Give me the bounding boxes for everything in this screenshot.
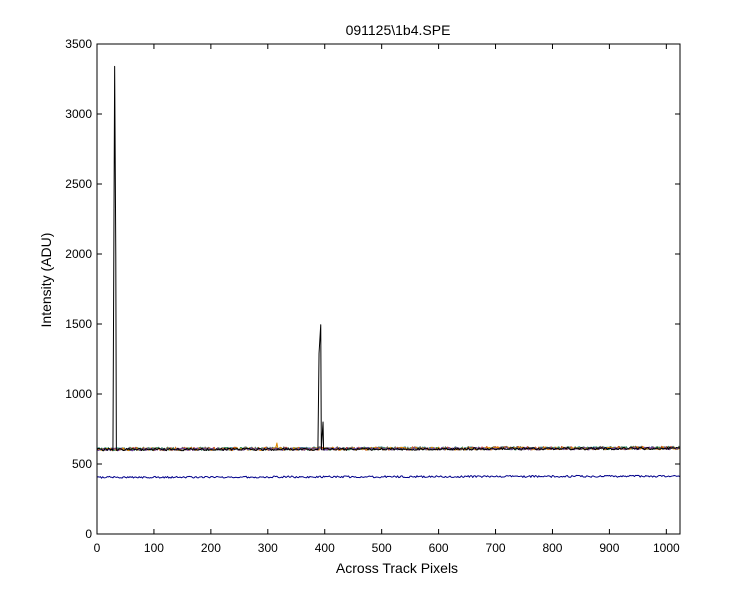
x-tick-label: 800 xyxy=(542,541,562,555)
x-tick-label: 200 xyxy=(201,541,221,555)
x-tick-label: 500 xyxy=(372,541,392,555)
y-axis-label: Intensity (ADU) xyxy=(38,233,54,328)
x-tick-label: 1000 xyxy=(653,541,680,555)
y-tick-label: 3500 xyxy=(65,37,92,51)
series-line xyxy=(96,65,681,452)
y-tick-label: 0 xyxy=(85,527,92,541)
y-tick-label: 500 xyxy=(72,457,92,471)
x-tick-label: 300 xyxy=(258,541,278,555)
y-tick-label: 1000 xyxy=(65,387,92,401)
x-tick-label: 900 xyxy=(599,541,619,555)
y-tick-label: 2000 xyxy=(65,247,92,261)
x-tick-label: 100 xyxy=(144,541,164,555)
y-tick-label: 3000 xyxy=(65,107,92,121)
series-layer xyxy=(96,65,681,479)
x-tick-label: 600 xyxy=(429,541,449,555)
plot-frame xyxy=(96,43,681,535)
x-tick-label: 0 xyxy=(94,541,101,555)
y-axis: 0 500 1000 1500 2000 2500 3000 3500 xyxy=(65,37,680,541)
x-axis: 0 100 200 300 400 500 600 700 800 900 1000 xyxy=(94,44,680,555)
series-line xyxy=(96,474,681,479)
y-tick-label: 1500 xyxy=(65,317,92,331)
chart-title: 091125\1b4.SPE xyxy=(346,22,451,38)
x-tick-label: 700 xyxy=(486,541,506,555)
x-axis-label: Across Track Pixels xyxy=(336,560,458,576)
y-tick-label: 2500 xyxy=(65,177,92,191)
x-tick-label: 400 xyxy=(315,541,335,555)
